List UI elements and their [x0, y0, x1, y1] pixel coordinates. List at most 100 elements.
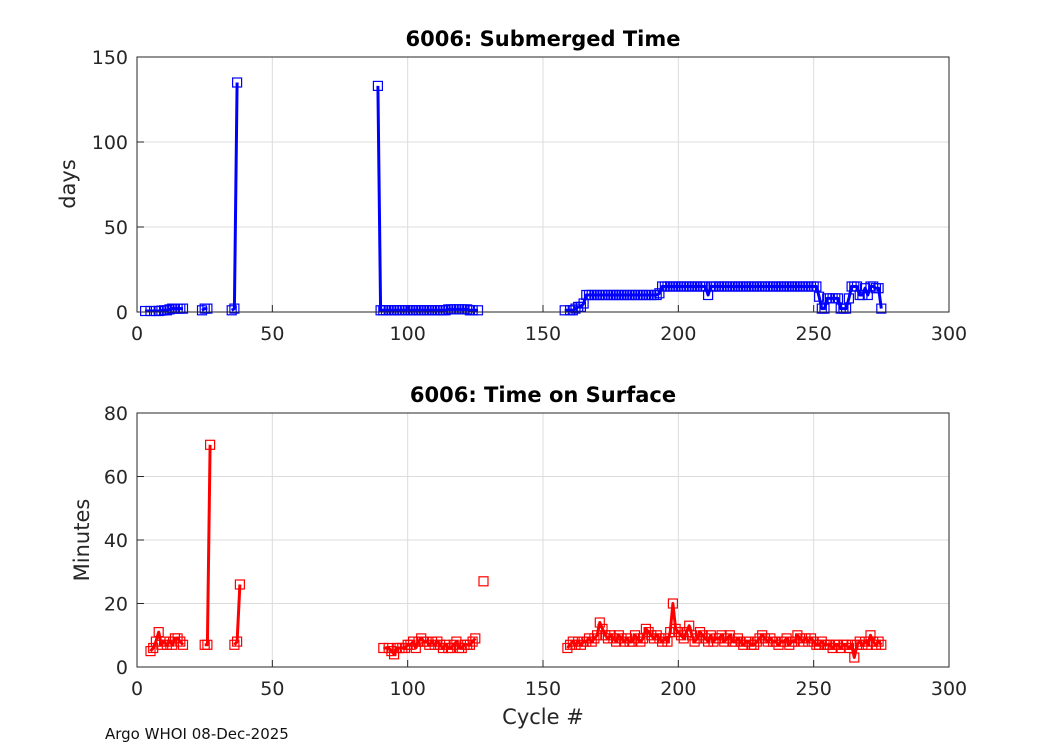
- submerged-data-point: [857, 289, 868, 301]
- surface-x-tick-label: 200: [660, 678, 696, 700]
- surface-y-tick-label: 60: [104, 467, 128, 489]
- submerged-data-point: [811, 281, 822, 292]
- submerged-data-point: [843, 293, 855, 304]
- surface-data-point: [678, 633, 689, 644]
- submerged-data-point: [819, 303, 830, 314]
- surface-data-point: [399, 642, 411, 654]
- surface-y-axis-label: Minutes: [70, 499, 94, 582]
- submerged-data-point: [575, 301, 587, 312]
- submerged-data-point: [832, 293, 844, 304]
- submerged-data-point: [462, 304, 473, 315]
- surface-data-point: [667, 598, 679, 609]
- surface-data-point: [870, 639, 882, 650]
- submerged-x-tick-label: 150: [525, 323, 561, 345]
- surface-data-point: [467, 636, 478, 647]
- surface-data-point: [770, 636, 781, 647]
- surface-data-point: [689, 636, 700, 647]
- surface-data-point: [754, 633, 765, 644]
- surface-data-point: [865, 630, 876, 641]
- surface-data-point: [716, 630, 727, 641]
- surface-data-point: [600, 630, 611, 641]
- submerged-data-point: [164, 304, 175, 315]
- surface-data-point: [859, 636, 871, 647]
- surface-data-point: [202, 639, 213, 650]
- surface-time-chart: 0 50 100 150 200 250 300 0 20 40 60 80 6006: Time …: [70, 383, 967, 729]
- surface-data-point: [665, 626, 676, 638]
- surface-data-point: [854, 636, 865, 647]
- surface-data-point: [800, 633, 811, 644]
- surface-data-point: [803, 636, 814, 647]
- surface-data-point: [646, 630, 657, 641]
- surface-data-point: [784, 639, 795, 650]
- submerged-data-point: [467, 305, 478, 316]
- submerged-x-tick-label: 250: [796, 323, 832, 345]
- surface-data-point: [421, 636, 432, 647]
- surface-data-point: [159, 636, 170, 647]
- surface-data-point: [627, 636, 638, 647]
- surface-data-point: [651, 630, 662, 641]
- surface-data-point: [757, 630, 768, 641]
- surface-data-point: [673, 626, 684, 638]
- surface-data-point: [632, 633, 643, 644]
- surface-chart-title: 6006: Time on Surface: [410, 383, 676, 407]
- submerged-x-tick-label: 100: [390, 323, 426, 345]
- surface-data-point: [229, 639, 240, 650]
- surface-data-point: [851, 639, 863, 650]
- submerged-x-tick-label: 0: [131, 323, 143, 345]
- surface-data-point: [692, 633, 703, 644]
- submerged-data-point: [440, 305, 451, 316]
- surface-data-point: [145, 645, 156, 657]
- surface-data-point: [408, 636, 419, 647]
- surface-data-point: [432, 636, 443, 647]
- submerged-x-tick-label: 200: [660, 323, 696, 345]
- submerged-x-tick-label: 300: [931, 323, 967, 345]
- submerged-data-point: [570, 303, 581, 314]
- surface-data-point: [205, 439, 216, 450]
- surface-data-point: [389, 649, 400, 660]
- surface-data-point: [621, 633, 633, 644]
- surface-data-point: [705, 630, 716, 641]
- surface-data-point: [781, 633, 792, 644]
- surface-y-tick-label: 80: [104, 403, 128, 425]
- submerged-x-tick-label: 50: [260, 323, 284, 345]
- surface-y-tick-labels: 0 20 40 60 80: [104, 403, 144, 679]
- submerged-series-line: [376, 85, 478, 312]
- surface-data-point: [440, 639, 451, 650]
- submerged-data-point: [813, 291, 825, 302]
- surface-data-point: [175, 636, 186, 647]
- surface-data-point: [597, 623, 608, 635]
- surface-data-point: [849, 652, 860, 663]
- surface-series-line: [204, 444, 212, 647]
- submerged-series-line: [230, 82, 239, 312]
- surface-data-point: [164, 636, 175, 647]
- submerged-data-point: [140, 305, 151, 317]
- surface-data-point: [713, 633, 725, 644]
- submerged-y-axis-label: days: [56, 159, 80, 209]
- surface-data-point: [773, 639, 784, 650]
- surface-data-point: [451, 636, 462, 647]
- surface-data-point: [730, 636, 741, 647]
- surface-data-point: [843, 642, 855, 654]
- submerged-y-tick-label: 100: [92, 132, 128, 154]
- surface-data-point: [681, 626, 692, 638]
- surface-data-point: [778, 636, 790, 647]
- surface-x-tick-label: 100: [390, 678, 426, 700]
- surface-data-point: [405, 639, 416, 650]
- submerged-data-point: [840, 303, 852, 314]
- surface-y-tick-label: 40: [104, 530, 128, 552]
- submerged-chart-title: 6006: Submerged Time: [405, 27, 680, 51]
- surface-data-point: [562, 642, 573, 654]
- surface-data-point: [629, 630, 641, 641]
- surface-data-point: [172, 633, 183, 644]
- surface-data-point: [794, 633, 806, 644]
- surface-data-point: [153, 626, 164, 638]
- submerged-series: [140, 77, 887, 317]
- surface-data-point: [840, 639, 852, 650]
- surface-x-tick-label: 0: [131, 678, 143, 700]
- submerged-series-line: [145, 307, 183, 313]
- submerged-data-point: [873, 283, 884, 294]
- surface-data-point: [478, 576, 489, 587]
- surface-data-point: [586, 636, 597, 647]
- surface-data-point: [429, 639, 440, 650]
- surface-data-point: [435, 639, 446, 650]
